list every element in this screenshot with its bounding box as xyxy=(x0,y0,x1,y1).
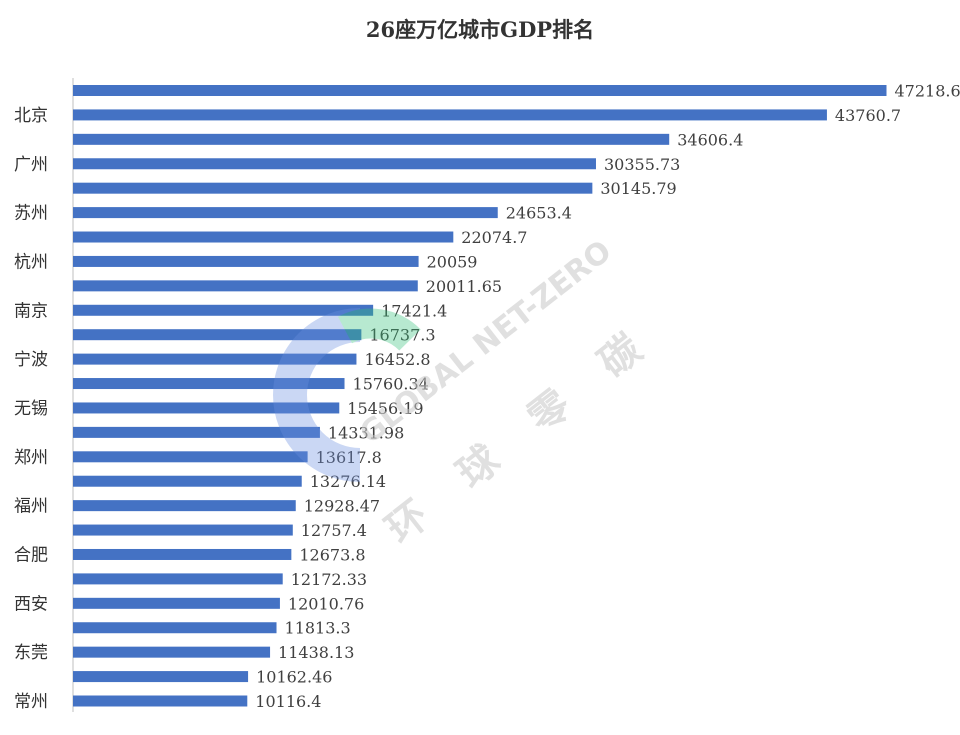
data-label: 22074.7 xyxy=(461,228,527,247)
bar xyxy=(73,158,596,170)
category-tick-label: 杭州 xyxy=(14,252,48,272)
bar xyxy=(73,207,498,219)
chart-title: 26座万亿城市GDP排名 xyxy=(365,17,595,42)
bar xyxy=(73,475,302,487)
data-label: 47218.66 xyxy=(895,82,960,101)
bar xyxy=(73,255,419,267)
bar xyxy=(73,451,308,463)
category-tick-label: 苏州 xyxy=(14,204,48,224)
data-label: 34606.4 xyxy=(677,130,743,149)
bar xyxy=(73,524,293,536)
data-label: 16452.8 xyxy=(364,350,430,369)
data-label: 20059 xyxy=(427,252,478,271)
data-label: 10162.46 xyxy=(256,668,332,687)
category-tick-label: 合肥 xyxy=(14,545,48,565)
category-tick-label: 北京 xyxy=(14,106,48,126)
data-label: 12010.76 xyxy=(288,594,364,613)
bar xyxy=(73,109,827,121)
data-label: 12928.47 xyxy=(304,497,380,516)
bar xyxy=(73,573,283,585)
data-label: 13276.14 xyxy=(310,472,386,491)
data-label: 24653.4 xyxy=(506,204,572,223)
data-label: 11813.3 xyxy=(285,619,351,638)
data-label: 15456.19 xyxy=(347,399,423,418)
bar xyxy=(73,133,670,145)
category-tick-label: 西安 xyxy=(14,594,48,614)
bar xyxy=(73,402,340,414)
data-label: 12172.33 xyxy=(291,570,367,589)
data-label: 12757.4 xyxy=(301,521,367,540)
category-tick-label: 福州 xyxy=(14,497,48,517)
bar xyxy=(73,231,454,243)
data-label: 16737.3 xyxy=(369,326,435,345)
category-tick-label: 无锡 xyxy=(14,399,48,419)
category-tick-label: 郑州 xyxy=(14,448,48,468)
data-label: 17421.4 xyxy=(381,301,447,320)
bar xyxy=(73,500,296,512)
data-label: 30355.73 xyxy=(604,155,680,174)
data-label: 12673.8 xyxy=(299,545,365,564)
bar xyxy=(73,426,320,438)
data-label: 15760.34 xyxy=(353,375,429,394)
bar xyxy=(73,548,292,560)
category-tick-label: 广州 xyxy=(14,155,48,175)
bar xyxy=(73,622,277,634)
data-label: 14331.98 xyxy=(328,423,404,442)
data-label: 43760.7 xyxy=(835,106,901,125)
bar xyxy=(73,280,418,292)
data-label: 13617.8 xyxy=(316,448,382,467)
bar xyxy=(73,304,374,316)
data-label: 30145.79 xyxy=(600,179,676,198)
bar xyxy=(73,353,357,365)
category-tick-label: 东莞 xyxy=(14,643,48,663)
bar xyxy=(73,85,887,96)
category-tick-label: 宁波 xyxy=(14,350,48,370)
category-tick-label: 南京 xyxy=(14,301,48,321)
bar xyxy=(73,671,249,683)
data-label: 11438.13 xyxy=(278,643,354,662)
bar xyxy=(73,646,271,658)
category-tick-label: 常州 xyxy=(14,692,48,712)
bar xyxy=(73,378,345,390)
data-label: 10116.4 xyxy=(255,692,321,711)
bar xyxy=(73,182,593,194)
bar xyxy=(73,329,362,341)
data-label: 20011.65 xyxy=(426,277,502,296)
bar xyxy=(73,597,280,609)
bar xyxy=(73,695,248,707)
